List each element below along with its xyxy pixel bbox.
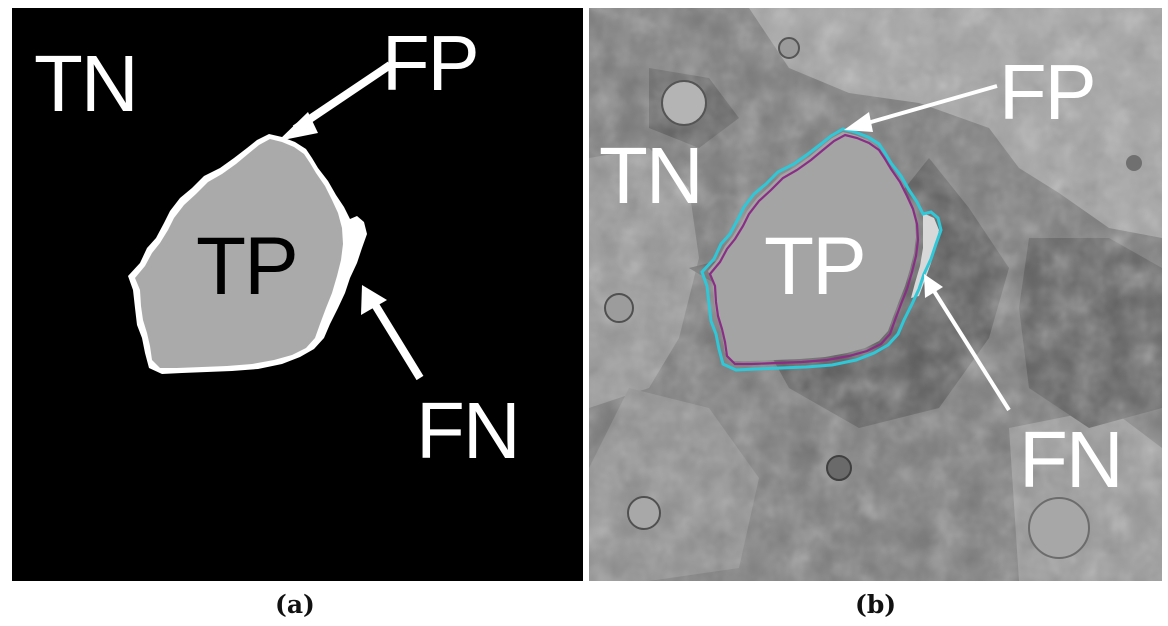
fn-label: FN xyxy=(1019,415,1124,504)
overlay-panel: TN TP FP FN xyxy=(589,8,1162,581)
mask-panel: TN TP FP FN xyxy=(12,8,583,581)
caption-a: (a) xyxy=(275,590,315,619)
fp-label: FP xyxy=(999,48,1097,136)
tn-label: TN xyxy=(34,39,139,128)
true-positive-region xyxy=(135,139,343,368)
false-negative-region xyxy=(911,213,939,298)
ground-truth-outline xyxy=(708,133,920,366)
mask-image xyxy=(12,8,583,581)
true-positive-region xyxy=(708,132,916,361)
tp-label: TP xyxy=(196,221,299,312)
fp-label: FP xyxy=(382,19,480,107)
fn-label: FN xyxy=(416,386,521,475)
microscopy-image xyxy=(589,8,1162,581)
prediction-outline xyxy=(700,127,943,372)
tn-label: TN xyxy=(599,131,704,220)
caption-b: (b) xyxy=(855,590,897,619)
tp-label: TP xyxy=(764,221,867,312)
